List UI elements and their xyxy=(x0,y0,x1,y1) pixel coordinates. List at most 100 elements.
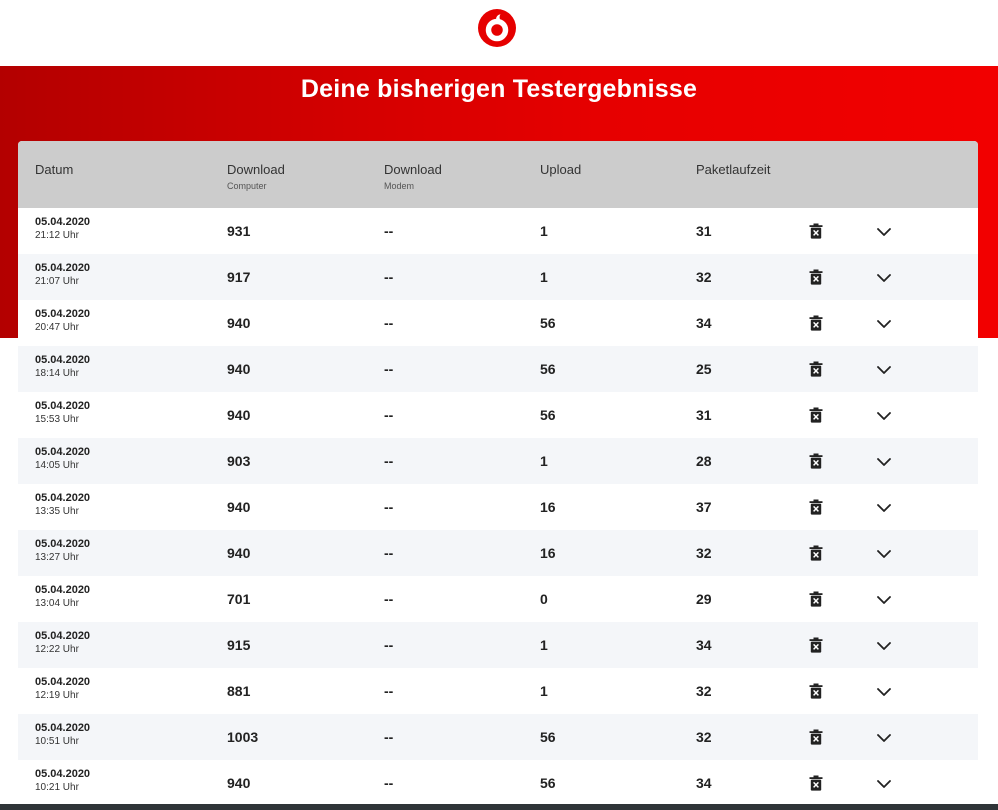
row-date: 05.04.2020 xyxy=(35,630,91,642)
chevron-down-icon[interactable] xyxy=(876,547,892,559)
chevron-down-icon[interactable] xyxy=(876,455,892,467)
chevron-down-icon[interactable] xyxy=(876,501,892,513)
row-download-computer: 940 xyxy=(227,361,251,377)
row-paketlaufzeit: 25 xyxy=(696,361,712,377)
row-download-modem: -- xyxy=(384,407,394,423)
column-header-label: Paketlaufzeit xyxy=(696,162,771,177)
row-download-computer: 881 xyxy=(227,683,251,699)
row-download-computer: 940 xyxy=(227,545,251,561)
row-time: 15:53 Uhr xyxy=(35,414,79,425)
row-date: 05.04.2020 xyxy=(35,308,91,320)
trash-icon[interactable] xyxy=(809,499,823,515)
column-header-label: Datum xyxy=(35,162,74,177)
row-paketlaufzeit: 31 xyxy=(696,407,712,423)
row-time: 12:22 Uhr xyxy=(35,644,79,655)
trash-icon[interactable] xyxy=(809,453,823,469)
row-upload: 56 xyxy=(540,729,556,745)
row-download-computer: 1003 xyxy=(227,729,259,745)
trash-icon[interactable] xyxy=(809,407,823,423)
row-download-modem: -- xyxy=(384,591,394,607)
row-download-modem: -- xyxy=(384,361,394,377)
column-header-datum: Datum xyxy=(35,162,73,177)
row-time: 10:51 Uhr xyxy=(35,736,79,747)
chevron-down-icon[interactable] xyxy=(876,225,892,237)
row-download-computer: 940 xyxy=(227,499,251,515)
column-header-download-computer: Download Computer xyxy=(227,162,285,191)
chevron-down-icon[interactable] xyxy=(876,639,892,651)
results-table: Datum Download Computer Download Modem U… xyxy=(18,141,978,810)
row-paketlaufzeit: 32 xyxy=(696,683,712,699)
chevron-down-icon[interactable] xyxy=(876,593,892,605)
row-download-modem: -- xyxy=(384,269,394,285)
row-upload: 1 xyxy=(540,453,548,469)
table-row[interactable]: 05.04.2020 12:19 Uhr 881 -- 1 32 xyxy=(18,668,978,714)
trash-icon[interactable] xyxy=(809,729,823,745)
row-paketlaufzeit: 31 xyxy=(696,223,712,239)
row-time: 12:19 Uhr xyxy=(35,690,79,701)
table-row[interactable]: 05.04.2020 18:14 Uhr 940 -- 56 25 xyxy=(18,346,978,392)
row-paketlaufzeit: 32 xyxy=(696,729,712,745)
row-date: 05.04.2020 xyxy=(35,446,91,458)
row-upload: 16 xyxy=(540,499,556,515)
row-paketlaufzeit: 32 xyxy=(696,269,712,285)
row-time: 20:47 Uhr xyxy=(35,322,79,333)
row-time: 13:27 Uhr xyxy=(35,552,79,563)
trash-icon[interactable] xyxy=(809,637,823,653)
column-header-upload: Upload xyxy=(540,162,581,177)
trash-icon[interactable] xyxy=(809,315,823,331)
table-row[interactable]: 05.04.2020 15:53 Uhr 940 -- 56 31 xyxy=(18,392,978,438)
trash-icon[interactable] xyxy=(809,223,823,239)
row-date: 05.04.2020 xyxy=(35,768,91,780)
trash-icon[interactable] xyxy=(809,361,823,377)
vodafone-logo-icon[interactable] xyxy=(478,9,516,47)
table-row[interactable]: 05.04.2020 13:04 Uhr 701 -- 0 29 xyxy=(18,576,978,622)
table-row[interactable]: 05.04.2020 10:51 Uhr 1003 -- 56 32 xyxy=(18,714,978,760)
table-row[interactable]: 05.04.2020 13:35 Uhr 940 -- 16 37 xyxy=(18,484,978,530)
chevron-down-icon[interactable] xyxy=(876,409,892,421)
row-upload: 56 xyxy=(540,407,556,423)
table-row[interactable]: 05.04.2020 21:07 Uhr 917 -- 1 32 xyxy=(18,254,978,300)
trash-icon[interactable] xyxy=(809,269,823,285)
row-download-computer: 915 xyxy=(227,637,251,653)
chevron-down-icon[interactable] xyxy=(876,685,892,697)
chevron-down-icon[interactable] xyxy=(876,271,892,283)
trash-icon[interactable] xyxy=(809,545,823,561)
row-paketlaufzeit: 34 xyxy=(696,637,712,653)
row-download-computer: 701 xyxy=(227,591,251,607)
table-row[interactable]: 05.04.2020 13:27 Uhr 940 -- 16 32 xyxy=(18,530,978,576)
table-row[interactable]: 05.04.2020 20:47 Uhr 940 -- 56 34 xyxy=(18,300,978,346)
row-time: 13:35 Uhr xyxy=(35,506,79,517)
column-header-label: Download xyxy=(227,162,285,177)
column-header-sublabel: Modem xyxy=(384,181,415,191)
row-paketlaufzeit: 29 xyxy=(696,591,712,607)
top-logo-bar xyxy=(0,0,998,66)
row-download-modem: -- xyxy=(384,683,394,699)
row-download-modem: -- xyxy=(384,637,394,653)
table-row[interactable]: 05.04.2020 14:05 Uhr 903 -- 1 28 xyxy=(18,438,978,484)
table-row[interactable]: 05.04.2020 10:21 Uhr 940 -- 56 34 xyxy=(18,760,978,806)
chevron-down-icon[interactable] xyxy=(876,731,892,743)
row-paketlaufzeit: 34 xyxy=(696,775,712,791)
row-date: 05.04.2020 xyxy=(35,262,91,274)
row-upload: 1 xyxy=(540,223,548,239)
row-download-computer: 940 xyxy=(227,775,251,791)
row-upload: 1 xyxy=(540,683,548,699)
row-download-modem: -- xyxy=(384,729,394,745)
row-date: 05.04.2020 xyxy=(35,216,91,228)
trash-icon[interactable] xyxy=(809,591,823,607)
column-header-label: Upload xyxy=(540,162,582,177)
table-row[interactable]: 05.04.2020 21:12 Uhr 931 -- 1 31 xyxy=(18,208,978,254)
table-row[interactable]: 05.04.2020 12:22 Uhr 915 -- 1 34 xyxy=(18,622,978,668)
chevron-down-icon[interactable] xyxy=(876,777,892,789)
chevron-down-icon[interactable] xyxy=(876,363,892,375)
row-upload: 0 xyxy=(540,591,548,607)
trash-icon[interactable] xyxy=(809,775,823,791)
row-download-modem: -- xyxy=(384,223,394,239)
trash-icon[interactable] xyxy=(809,683,823,699)
row-upload: 1 xyxy=(540,269,548,285)
row-download-computer: 903 xyxy=(227,453,251,469)
row-date: 05.04.2020 xyxy=(35,676,91,688)
column-header-download-modem: Download Modem xyxy=(384,162,442,191)
chevron-down-icon[interactable] xyxy=(876,317,892,329)
row-download-modem: -- xyxy=(384,775,394,791)
